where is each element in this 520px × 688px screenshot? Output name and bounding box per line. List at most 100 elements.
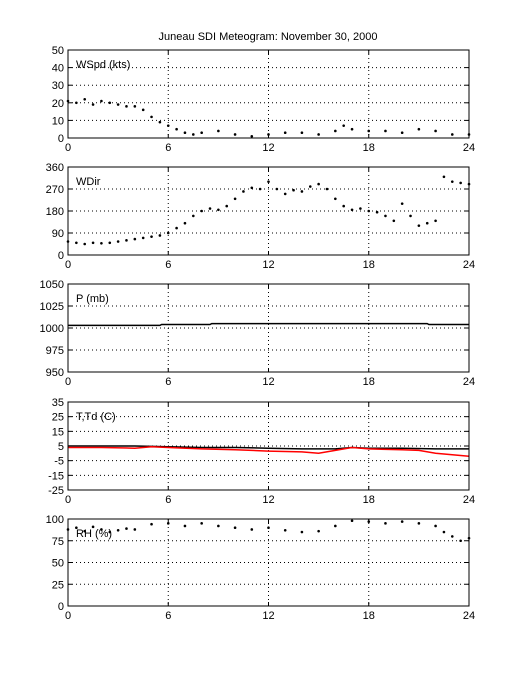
y-tick-label: -15 <box>48 470 64 482</box>
data-point <box>400 131 404 135</box>
data-point <box>116 529 120 532</box>
y-tick-label: 30 <box>52 80 64 92</box>
x-tick-label: 18 <box>363 376 375 388</box>
x-tick-label: 12 <box>262 610 274 622</box>
data-point <box>409 214 412 218</box>
figure-title: Juneau SDI Meteogram: November 30, 2000 <box>158 31 378 43</box>
data-point <box>100 528 103 531</box>
data-point <box>158 120 162 124</box>
panel-temp-dewpoint: 0 6 12 18 24 -25 -15 -5 5 15 25 35 T,Td (C) <box>48 397 475 506</box>
data-point <box>166 124 170 127</box>
x-tick-label: 0 <box>65 376 71 388</box>
data-point <box>258 187 262 191</box>
x-tick-label: 24 <box>463 494 475 506</box>
data-point <box>208 207 212 210</box>
series-line <box>68 322 469 327</box>
data-point <box>83 242 87 246</box>
data-point <box>133 237 137 241</box>
data-point <box>450 535 454 538</box>
series-line <box>68 445 469 450</box>
x-tick-label: 6 <box>165 259 171 271</box>
y-tick-label: -25 <box>48 485 64 497</box>
x-tick-label: 0 <box>65 494 71 506</box>
data-point <box>83 97 87 101</box>
data-point <box>150 522 153 526</box>
x-tick-label: 18 <box>363 610 375 622</box>
series-line <box>68 445 470 458</box>
data-point <box>116 240 120 243</box>
data-point <box>200 522 203 525</box>
data-point <box>442 175 446 179</box>
y-tick-label: 40 <box>52 63 64 75</box>
y-tick-label: 75 <box>52 536 64 548</box>
data-point <box>158 234 162 237</box>
data-point <box>400 520 404 523</box>
x-tick-label: 12 <box>262 494 274 506</box>
data-point <box>217 208 220 212</box>
y-tick-label: 50 <box>52 558 64 570</box>
panel-label: T,Td (C) <box>76 411 116 423</box>
y-tick-label: 1025 <box>40 301 64 313</box>
data-point <box>425 221 429 225</box>
data-point <box>442 530 446 534</box>
data-point <box>175 226 178 230</box>
data-point <box>342 204 345 208</box>
y-tick-label: 180 <box>46 206 64 218</box>
data-point <box>334 524 337 528</box>
y-tick-label: 35 <box>52 397 64 409</box>
data-point <box>417 127 421 131</box>
data-point <box>200 209 203 213</box>
x-tick-label: 24 <box>463 376 475 388</box>
data-point <box>183 131 187 135</box>
y-tick-label: 15 <box>52 426 64 438</box>
data-point <box>317 133 320 136</box>
y-tick-label: 10 <box>52 115 64 127</box>
y-tick-label: 5 <box>58 441 64 453</box>
x-tick-label: 0 <box>65 259 71 271</box>
data-point <box>183 524 187 528</box>
data-point <box>125 527 128 530</box>
data-point <box>300 190 304 193</box>
data-point <box>175 127 178 131</box>
y-tick-label: 950 <box>46 367 64 379</box>
x-tick-label: 6 <box>165 142 171 154</box>
data-point <box>317 529 320 533</box>
data-point <box>141 236 145 240</box>
data-point <box>367 209 371 213</box>
data-point <box>183 221 187 225</box>
x-tick-label: 18 <box>363 494 375 506</box>
data-point <box>250 134 254 138</box>
x-tick-label: 6 <box>165 610 171 622</box>
data-point <box>434 524 437 528</box>
x-tick-label: 24 <box>463 142 475 154</box>
data-point <box>392 219 396 223</box>
data-point <box>300 530 304 534</box>
panel-label: WDir <box>76 176 101 188</box>
y-tick-label: 50 <box>52 45 64 57</box>
panel-wdir: 0 6 12 18 24 0 90 180 270 360 WDir <box>46 162 475 271</box>
x-tick-label: 24 <box>463 610 475 622</box>
data-point <box>91 103 95 106</box>
x-tick-label: 12 <box>262 376 274 388</box>
data-point <box>83 529 87 533</box>
panel-label: RH (%) <box>76 528 112 540</box>
data-point <box>267 526 270 529</box>
x-tick-label: 0 <box>65 610 71 622</box>
data-point <box>108 530 112 534</box>
data-point <box>350 127 354 131</box>
data-point <box>217 129 220 133</box>
y-tick-label: 25 <box>52 579 64 591</box>
data-point <box>267 180 270 183</box>
data-point <box>450 133 454 136</box>
data-point <box>342 124 345 127</box>
y-tick-label: 20 <box>52 98 64 110</box>
data-point <box>308 185 312 188</box>
data-point <box>292 188 295 192</box>
y-tick-label: 270 <box>46 184 64 196</box>
panel-pressure: 0 6 12 18 24 950 975 1000 1025 1050 P (mb) <box>40 279 476 388</box>
data-point <box>359 207 362 210</box>
data-point <box>192 214 195 218</box>
y-tick-label: 90 <box>52 228 64 240</box>
